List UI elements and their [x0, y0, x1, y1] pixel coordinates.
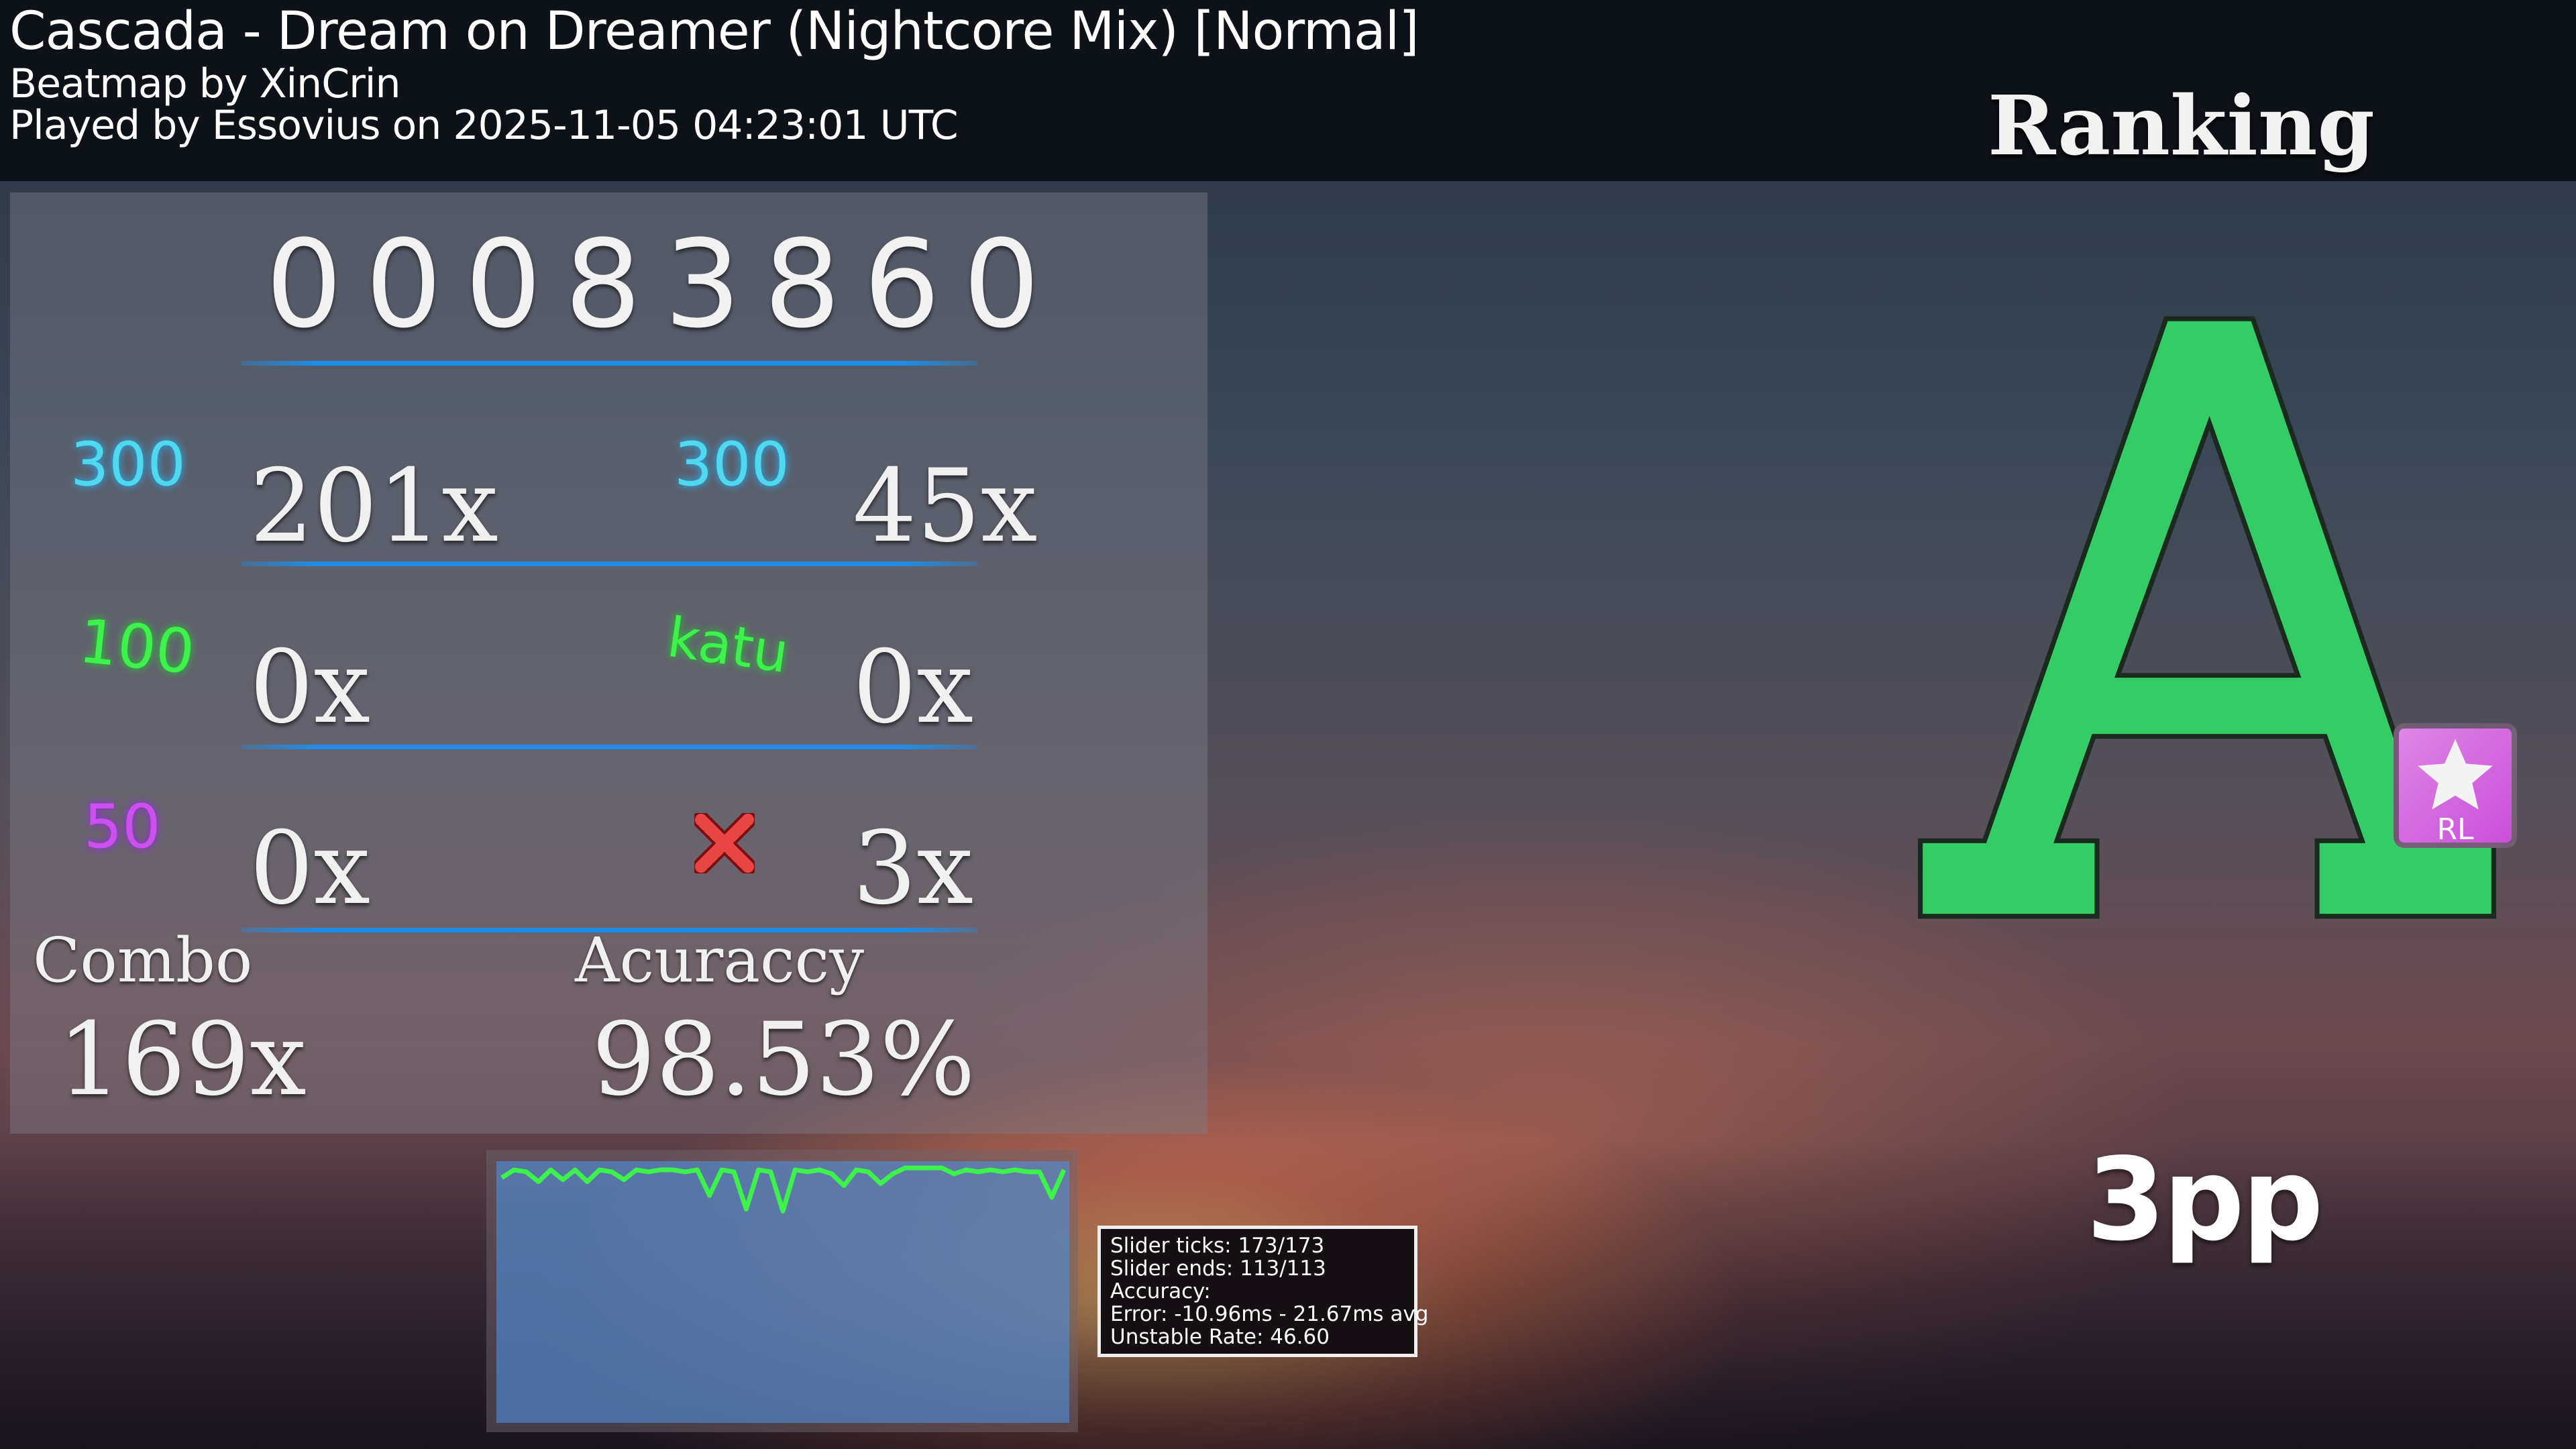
judgement-geki-icon: 300: [674, 429, 790, 500]
divider: [241, 745, 977, 749]
divider: [241, 561, 977, 566]
slider-ends: Slider ends: 113/113: [1110, 1256, 1326, 1281]
hp-graph-area: [496, 1161, 1069, 1423]
count-katu: 0x: [853, 629, 974, 746]
mod-label: RL: [2436, 812, 2474, 847]
count-miss: 3x: [853, 810, 974, 927]
star-icon: [2418, 739, 2493, 810]
combo-label: Combo: [33, 924, 253, 996]
beatmap-title: Cascada - Dream on Dreamer (Nightcore Mi…: [9, 1, 1419, 62]
accuracy-value: 98.53%: [592, 1002, 975, 1118]
judgement-100-icon: 100: [75, 606, 198, 688]
hp-graph: [486, 1150, 1078, 1432]
pp-value: 3pp: [2086, 1134, 2324, 1267]
count-50: 0x: [250, 810, 371, 927]
played-by: Played by Essovius on 2025-11-05 04:23:0…: [9, 102, 959, 149]
count-geki: 45x: [853, 448, 1038, 565]
accuracy-heading: Accuracy:: [1110, 1279, 1211, 1303]
score-value: 00083860: [265, 215, 1063, 355]
score-panel: [10, 193, 1208, 1134]
beatmap-mapper: Beatmap by XinCrin: [9, 60, 400, 107]
divider: [241, 361, 977, 366]
ranking-heading: Ranking: [1988, 77, 2375, 174]
judgement-50-icon: 50: [84, 792, 161, 862]
divider: [241, 928, 977, 932]
error-stat: Error: -10.96ms - 21.67ms avg: [1110, 1302, 1429, 1326]
unstable-rate: Unstable Rate: 46.60: [1110, 1325, 1330, 1349]
accuracy-label: Acuraccy: [575, 924, 865, 996]
slider-ticks: Slider ticks: 173/173: [1110, 1234, 1325, 1258]
header-bar: Cascada - Dream on Dreamer (Nightcore Mi…: [0, 0, 2576, 181]
stats-tooltip: Slider ticks: 173/173 Slider ends: 113/1…: [1097, 1226, 1429, 1357]
hp-line: [500, 1165, 1067, 1214]
combo-value: 169x: [58, 1002, 307, 1118]
mod-relax-badge: RL: [2394, 723, 2517, 848]
hp-graph-line: [500, 1165, 1067, 1214]
miss-x-icon: [694, 813, 755, 873]
count-300: 201x: [250, 448, 498, 565]
count-100: 0x: [250, 629, 371, 746]
judgement-300-icon: 300: [70, 429, 186, 500]
